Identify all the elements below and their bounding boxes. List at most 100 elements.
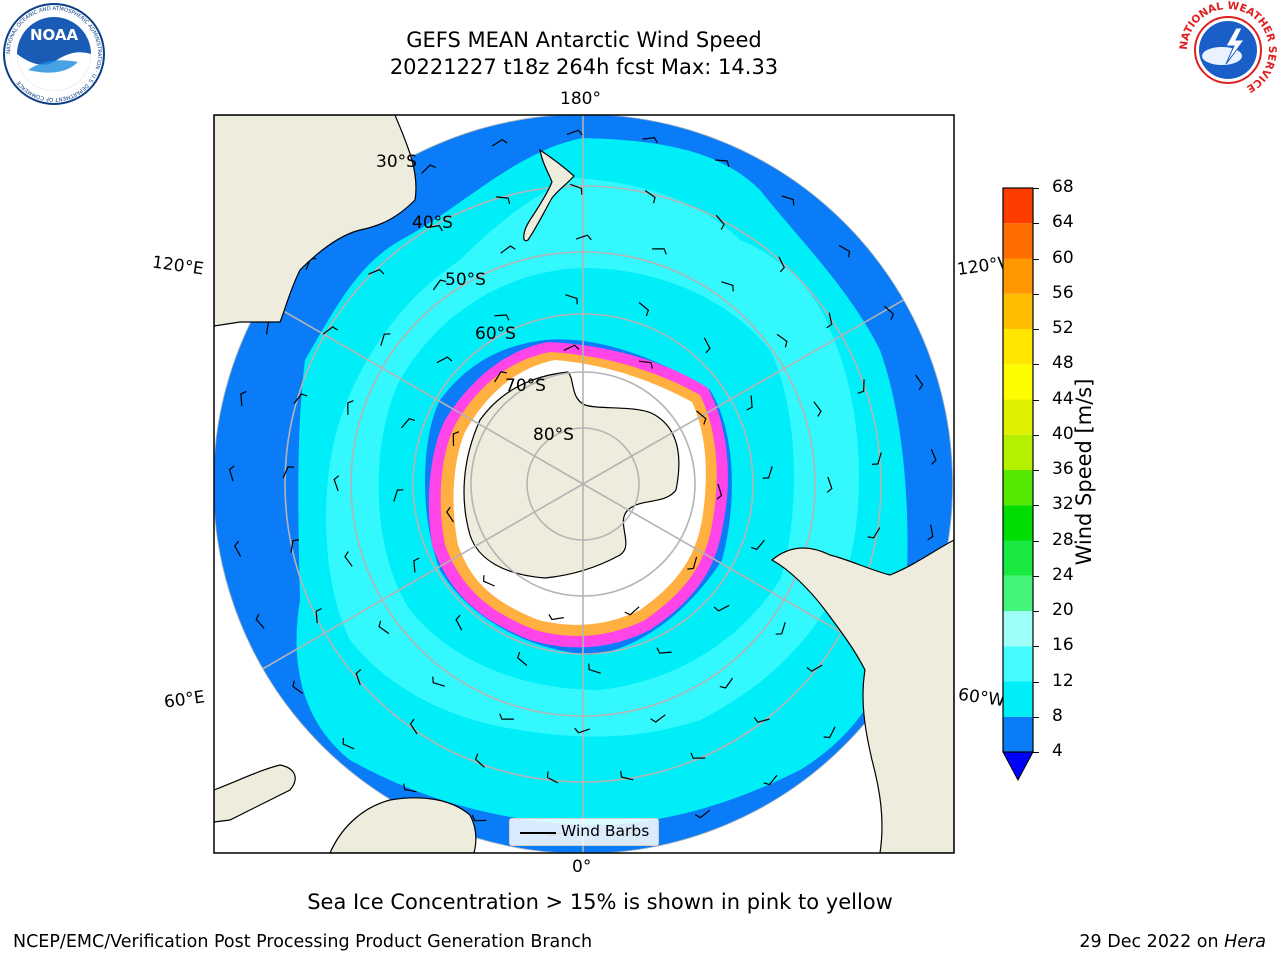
- lon-label-0: 0°: [572, 857, 592, 877]
- colorbar-tick-mark: [1033, 329, 1039, 330]
- wind-barb: [763, 774, 778, 786]
- wind-barb: [378, 620, 390, 635]
- colorbar-cell: [1003, 223, 1033, 259]
- wind-barb: [867, 527, 881, 539]
- wind-barb: [642, 136, 658, 144]
- wind-barb: [574, 727, 591, 734]
- wind-barb: [292, 680, 303, 694]
- wind-barb: [588, 663, 601, 674]
- wind-barb: [240, 390, 247, 406]
- wind-barb: [446, 506, 454, 523]
- wind-barb: [687, 556, 698, 570]
- wind-barb: [333, 475, 340, 492]
- sea-ice-caption: Sea Ice Concentration > 15% is shown in …: [307, 890, 893, 914]
- wind-barb: [826, 312, 833, 329]
- wind-barb: [806, 664, 823, 672]
- wind-barb: [427, 225, 443, 232]
- colorbar-cell: [1003, 434, 1033, 470]
- colorbar-tick-label: 36: [1052, 459, 1074, 479]
- wind-barb: [883, 305, 895, 320]
- colorbar-tick-mark: [1033, 611, 1039, 612]
- wind-barb: [474, 753, 485, 768]
- colorbar-tick-label: 44: [1052, 388, 1074, 409]
- lat-label-60s: 60°S: [475, 324, 516, 344]
- noaa-logo-text: NOAA: [30, 26, 79, 44]
- wind-barb: [401, 418, 416, 429]
- wind-barb: [753, 717, 770, 723]
- wind-barb: [575, 234, 592, 241]
- colorbar-tick-label: 12: [1052, 670, 1074, 691]
- wind-barb: [255, 613, 265, 629]
- wind-barb: [781, 195, 795, 206]
- colorbar-tick-mark: [1033, 540, 1039, 542]
- colorbar-cell: [1003, 293, 1033, 329]
- colorbar-tick-label: 4: [1052, 741, 1063, 761]
- wind-barb: [355, 669, 362, 686]
- colorbar-tick-mark: [1033, 752, 1039, 753]
- wind-barb: [690, 752, 706, 759]
- wind-barb: [432, 279, 447, 291]
- colorbar-tick-mark: [1033, 505, 1039, 507]
- wind-barb: [838, 244, 851, 258]
- colorbar-tick-label: 16: [1052, 635, 1074, 656]
- legend-label: Wind Barbs: [561, 822, 650, 840]
- wind-barb: [413, 557, 420, 573]
- colorbar-under-triangle: [1002, 751, 1034, 782]
- wind-barb: [650, 714, 666, 723]
- nws-logo: NATIONAL WEATHER SERVICE: [1178, 0, 1278, 98]
- wind-barb: [403, 783, 417, 793]
- colorbar-cell: [1003, 716, 1033, 752]
- wind-barb: [871, 452, 882, 465]
- wind-barb: [452, 431, 460, 447]
- wind-barb: [347, 400, 354, 415]
- colorbar-tick-mark: [1033, 646, 1039, 648]
- colorbar-cell: [1003, 329, 1033, 365]
- colorbar-tick-label: 56: [1052, 282, 1074, 303]
- antarctica-landmass: [463, 371, 680, 579]
- footer-date: 29 Dec 2022 on Hera: [1079, 932, 1266, 952]
- colorbar-cell: [1003, 258, 1033, 294]
- wind-barb: [563, 344, 580, 351]
- wind-barb: [344, 551, 353, 567]
- colorbar-cell: [1003, 399, 1033, 435]
- wind-barb: [342, 737, 355, 750]
- wind-barb: [715, 214, 725, 230]
- colorbar-tick-label: 60: [1052, 247, 1074, 268]
- map-legend: Wind Barbs: [509, 818, 659, 846]
- wind-barb: [322, 326, 339, 335]
- wind-barb: [496, 196, 511, 205]
- colorbar-tick-mark: [1033, 399, 1039, 401]
- colorbar-tick-mark: [1033, 575, 1039, 577]
- wind-barb: [494, 314, 510, 321]
- colorbar-tick-mark: [1033, 470, 1039, 471]
- lon-label-180: 180°: [560, 89, 601, 109]
- colorbar-tick-label: 40: [1052, 423, 1074, 444]
- madagascar: [214, 764, 296, 823]
- wind-barb: [826, 476, 833, 493]
- colorbar-tick-label: 68: [1052, 177, 1074, 197]
- wind-barb: [315, 608, 322, 624]
- wind-barb: [930, 448, 937, 465]
- wind-barb: [233, 540, 242, 557]
- colorbar-tick-label: 20: [1052, 600, 1074, 620]
- wind-barb: [775, 622, 786, 635]
- wind-barb: [638, 302, 649, 317]
- wind-barb: [432, 676, 445, 687]
- colorbar-tick-label: 32: [1052, 494, 1074, 515]
- wind-barb: [471, 814, 487, 822]
- wind-barb: [482, 575, 495, 587]
- colorbar-cell: [1003, 575, 1033, 611]
- colorbar-tick-mark: [1033, 223, 1039, 225]
- colorbar-tick-label: 48: [1052, 353, 1074, 374]
- colorbar-tick-label: 52: [1052, 318, 1074, 338]
- lat-label-70s: 70°S: [505, 376, 546, 396]
- colorbar-tick-mark: [1033, 681, 1039, 683]
- colorbar-tick-mark: [1033, 293, 1039, 295]
- wind-barb: [644, 190, 656, 204]
- wind-barb: [491, 138, 508, 147]
- wind-barb: [823, 726, 836, 739]
- wind-barb: [746, 395, 753, 411]
- wind-barb: [624, 606, 640, 616]
- wind-barb: [652, 248, 667, 255]
